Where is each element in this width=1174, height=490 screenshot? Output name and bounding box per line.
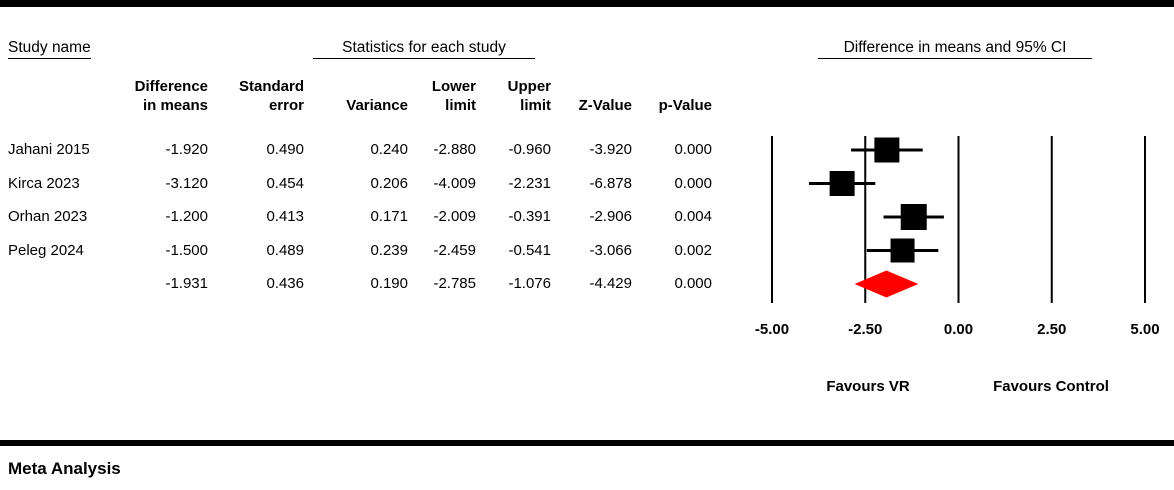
column-header: Difference in means <box>134 78 208 114</box>
stat-value: -0.541 <box>508 241 551 259</box>
stat-value: -1.200 <box>165 208 208 225</box>
effect-square <box>874 137 900 163</box>
stat-value: 0.413 <box>266 208 304 225</box>
stat-value: 0.000 <box>674 141 712 158</box>
stat-value: -1.931 <box>165 275 208 292</box>
stat-value: 0.002 <box>674 241 712 259</box>
table-row: Orhan 2023 -1.200 0.413 0.171 -2.009 -0.391 -2… <box>0 207 740 227</box>
stat-value: -0.391 <box>508 208 551 225</box>
effect-square <box>890 238 915 263</box>
table-row: Jahani 2015 -1.920 0.490 0.240 -2.880 -0.960 -… <box>0 140 740 160</box>
study-name: Peleg 2024 <box>8 241 84 259</box>
study-name: Jahani 2015 <box>8 141 90 158</box>
stat-value: -3.066 <box>589 241 632 259</box>
top-rule <box>0 0 1174 7</box>
table-row: -1.931 0.436 0.190 -2.785 -1.076 -4.429 0.000 <box>0 274 740 294</box>
stat-value: -3.120 <box>165 174 208 192</box>
stat-value: 0.000 <box>674 174 712 192</box>
stat-value: 0.454 <box>266 174 304 192</box>
stat-value: -6.878 <box>589 174 632 192</box>
study-column-header: Study name <box>8 39 91 59</box>
stat-value: -2.880 <box>433 141 476 158</box>
stat-value: -2.785 <box>433 275 476 292</box>
column-header: Variance <box>346 97 408 114</box>
summary-diamond <box>854 270 919 298</box>
column-header: Upper limit <box>507 78 551 114</box>
axis-tick-label: 2.50 <box>1037 321 1067 338</box>
stat-value: 0.489 <box>266 241 304 259</box>
stat-value: -1.500 <box>165 241 208 259</box>
effect-square <box>829 171 855 196</box>
stat-value: 0.004 <box>674 208 712 225</box>
stat-value: -1.076 <box>508 275 551 292</box>
stat-value: -2.906 <box>589 208 632 225</box>
bottom-rule <box>0 440 1174 446</box>
stat-value: 0.490 <box>266 141 304 158</box>
column-header: Z-Value <box>578 97 632 114</box>
stat-value: 0.190 <box>370 275 408 292</box>
stat-value: -4.009 <box>433 174 476 192</box>
axis-tick-label: 5.00 <box>1130 321 1160 338</box>
table-row: Peleg 2024 -1.500 0.489 0.239 -2.459 -0.541 -3… <box>0 241 740 261</box>
stat-value: -0.960 <box>508 141 551 158</box>
stat-value: 0.436 <box>266 275 304 292</box>
effect-square <box>900 204 927 230</box>
stat-value: -3.920 <box>589 141 632 158</box>
statistics-section-header: Statistics for each study <box>313 39 535 59</box>
table-row: Kirca 2023 -3.120 0.454 0.206 -4.009 -2.231 -6… <box>0 174 740 194</box>
stat-value: 0.000 <box>674 275 712 292</box>
study-name: Kirca 2023 <box>8 174 80 192</box>
stat-value: 0.239 <box>370 241 408 259</box>
column-header: Lower limit <box>431 78 476 114</box>
column-header: Standard error <box>238 78 304 114</box>
meta-analysis-label: Meta Analysis <box>8 459 121 478</box>
favours-left-label: Favours VR <box>826 378 910 395</box>
stat-value: -2.009 <box>433 208 476 225</box>
stat-value: -1.920 <box>165 141 208 158</box>
axis-tick-label: -2.50 <box>848 321 883 338</box>
column-header: p-Value <box>658 97 712 114</box>
plot-section-header: Difference in means and 95% CI <box>818 39 1092 59</box>
stat-value: 0.240 <box>370 141 408 158</box>
study-name: Orhan 2023 <box>8 208 88 225</box>
stat-value: 0.206 <box>370 174 408 192</box>
stat-value: -2.459 <box>433 241 476 259</box>
favours-right-label: Favours Control <box>993 378 1109 395</box>
stat-value: -2.231 <box>508 174 551 192</box>
stat-value: 0.171 <box>370 208 408 225</box>
stat-value: -4.429 <box>589 275 632 292</box>
axis-tick-label: 0.00 <box>943 321 974 338</box>
axis-tick-label: -5.00 <box>754 321 790 338</box>
